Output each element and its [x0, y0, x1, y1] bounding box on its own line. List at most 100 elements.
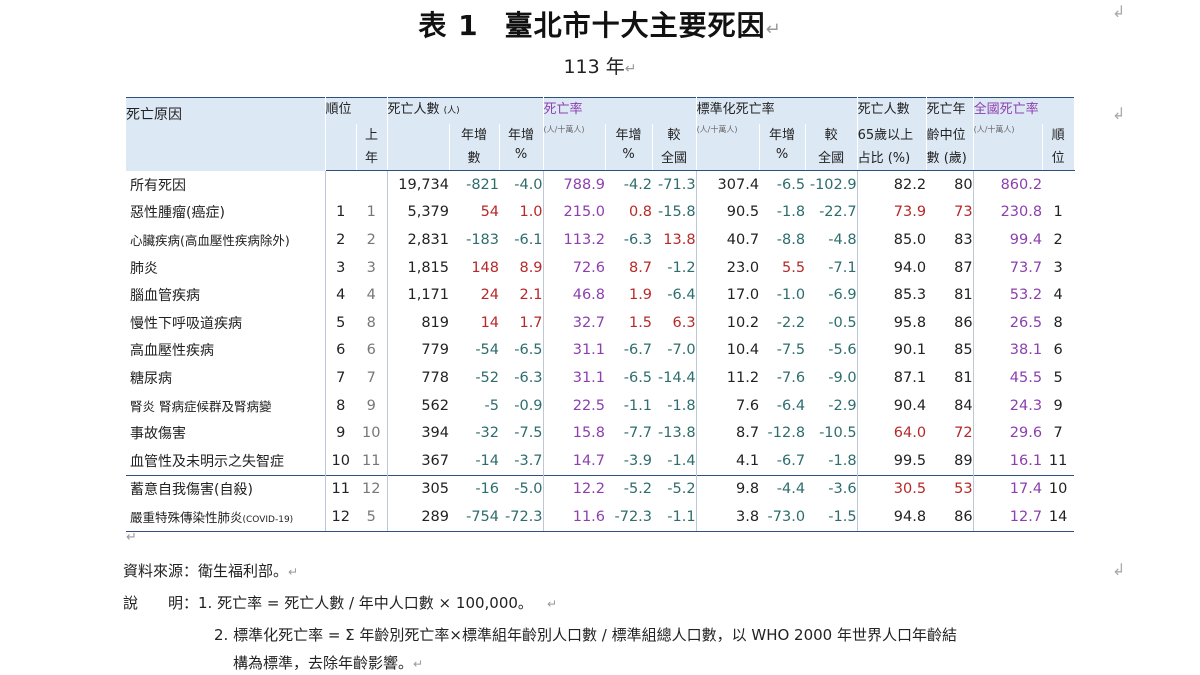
cell-std-rate: 7.6	[695, 391, 760, 420]
cell-std-yoy: 5.5	[782, 259, 806, 276]
cell-std-rate: 9.8	[695, 474, 760, 504]
cell-median-age: 81	[954, 369, 973, 386]
cell-rate: 788.9	[542, 170, 606, 199]
cell-rate-yoy: 0.8	[628, 204, 653, 221]
cell-std-rate: 90.5	[695, 198, 760, 227]
source-note: 資料來源：衛生福利部。↵	[123, 562, 299, 580]
cell-national-rank: 9	[1053, 397, 1063, 414]
cell-median-age: 87	[954, 259, 973, 276]
cell-rate-cmp: -14.4	[658, 369, 696, 386]
header-over65: 死亡人數	[857, 97, 927, 124]
cell-prev-rank: 11	[362, 452, 381, 469]
cell-rank: 3	[324, 253, 356, 282]
table-row: 蓄意自我傷害(自殺) 11 12 305 -16 -5.0 12.2 -5.2 -5.2 9.8-…	[126, 474, 1075, 504]
cell-std-cmp: -6.9	[828, 287, 857, 304]
cell-national-rank: 6	[1053, 342, 1063, 359]
cell-std-cmp: -5.6	[828, 342, 857, 359]
cell-national-rate: 29.6	[972, 419, 1043, 447]
cause-label: 慢性下呼吸道疾病	[130, 315, 242, 332]
cell-std-rate: 17.0	[695, 281, 760, 309]
header-national-rank: 順	[1042, 124, 1075, 147]
cell-rate-yoy: -6.5	[623, 369, 653, 386]
cell-over65: 64.0	[856, 419, 927, 447]
table-row: 惡性腫瘤(癌症) 1 1 5,379 54 1.0 215.0 0.8 -15.8 90.5 -1.…	[126, 198, 1074, 227]
cell-deaths: 819	[386, 308, 450, 337]
header-rate-unit: (人/十萬人)	[543, 124, 606, 147]
cell-rate: 14.7	[542, 446, 606, 476]
cell-rate-yoy: -1.1	[623, 397, 653, 414]
header-std-yoy-2: %	[759, 147, 806, 171]
header-cause: 死亡原因	[126, 97, 326, 171]
cell-over65: 90.4	[856, 391, 927, 420]
table-title: 表 1 臺北市十大主要死因↵	[0, 4, 1200, 44]
cause-label: 惡性腫瘤(癌症)	[130, 205, 225, 222]
cell-std-yoy: -4.4	[759, 474, 806, 504]
cell-national-rate: 24.3	[972, 391, 1043, 420]
cell-yoy-count: -32	[475, 425, 500, 442]
paragraph-mark-icon: ↵	[624, 61, 637, 77]
cell-national-rate: 12.7	[972, 503, 1043, 532]
cell-yoy-count: 54	[480, 204, 500, 221]
cell-yoy-count: -183	[466, 231, 500, 248]
cell-std-yoy: -1.8	[776, 204, 806, 221]
header-std-yoy: 年增	[759, 124, 806, 147]
cell-prev-rank: 8	[366, 314, 376, 331]
cell-yoy-pct: 1.0	[519, 204, 543, 221]
cell-std-cmp: -3.6	[805, 474, 858, 504]
cell-prev-rank: 12	[356, 474, 388, 504]
cell-median-age: 73	[954, 204, 973, 221]
cell-median-age: 80	[954, 176, 973, 193]
cause-label: 事故傷害	[130, 426, 186, 443]
table-row: 腎炎 腎病症候群及腎病變 8 9 562 -5 -0.9 22.5 -1.1 -1.8 7.6 -6…	[126, 391, 1074, 420]
cell-std-cmp: -102.9	[809, 176, 857, 193]
cell-std-rate: 4.1	[695, 446, 760, 476]
cell-rate: 72.6	[542, 253, 606, 282]
cause-label: 高血壓性疾病	[130, 343, 214, 360]
cell-rate-yoy: -5.2	[605, 474, 653, 504]
header-rate: 死亡率	[543, 97, 697, 124]
cell-over65: 94.0	[856, 253, 927, 282]
header-prev-rank: 上	[356, 124, 388, 147]
cell-rate-cmp: -71.3	[658, 176, 696, 193]
cell-rate-yoy: -6.3	[623, 231, 653, 248]
cell-deaths: 305	[386, 474, 450, 504]
cell-prev-rank: 5	[356, 503, 388, 532]
cell-std-yoy: -7.6	[776, 369, 806, 386]
header-median-sub-2: 數 (歲)	[926, 147, 974, 171]
cell-rate-cmp: 6.3	[672, 314, 696, 331]
cell-yoy-pct: -5.0	[499, 474, 544, 504]
cell-std-cmp: -4.8	[828, 231, 857, 248]
cell-yoy-pct: -6.5	[514, 342, 543, 359]
cell-national-rank: 14	[1042, 503, 1075, 532]
cell-national-rate: 230.8	[972, 198, 1043, 227]
cell-over65: 94.8	[856, 503, 927, 532]
cell-prev-rank	[356, 171, 387, 199]
cell-over65: 90.1	[856, 336, 927, 365]
cell-std-yoy: -2.2	[776, 314, 806, 331]
cell-rate-yoy: -4.2	[623, 176, 653, 193]
header-national-unit: (人/十萬人)	[973, 124, 1043, 147]
cell-yoy-pct: -6.1	[514, 231, 543, 248]
cell-prev-rank: 6	[366, 342, 376, 359]
header-rank: 順位	[325, 97, 388, 124]
cell-rank: 9	[324, 419, 356, 447]
cause-label: 蓄意自我傷害(自殺)	[130, 482, 253, 499]
cell-median-age: 72	[954, 425, 973, 442]
cause-label: 腦血管疾病	[130, 288, 200, 305]
header-deaths: 死亡人數 (人)	[387, 97, 544, 124]
cell-cause: 蓄意自我傷害(自殺)	[126, 474, 325, 504]
header-median-age: 死亡年	[926, 97, 974, 124]
cause-label: 血管性及未明示之失智症	[130, 453, 284, 470]
cell-national-rank: 3	[1053, 259, 1063, 276]
paragraph-mark-icon: ↵	[765, 19, 782, 40]
cell-std-yoy: -6.4	[776, 397, 806, 414]
cell-prev-rank: 9	[366, 397, 376, 414]
cell-rate: 31.1	[542, 336, 606, 365]
cell-cause: 所有死因	[126, 171, 325, 199]
cell-over65: 99.5	[856, 446, 927, 476]
cell-yoy-pct: -3.7	[514, 452, 543, 469]
cell-std-rate: 307.4	[695, 170, 760, 199]
header-prev-rank-2: 年	[356, 147, 388, 171]
cell-median-age: 53	[926, 474, 974, 504]
cell-std-yoy: -6.5	[776, 176, 806, 193]
